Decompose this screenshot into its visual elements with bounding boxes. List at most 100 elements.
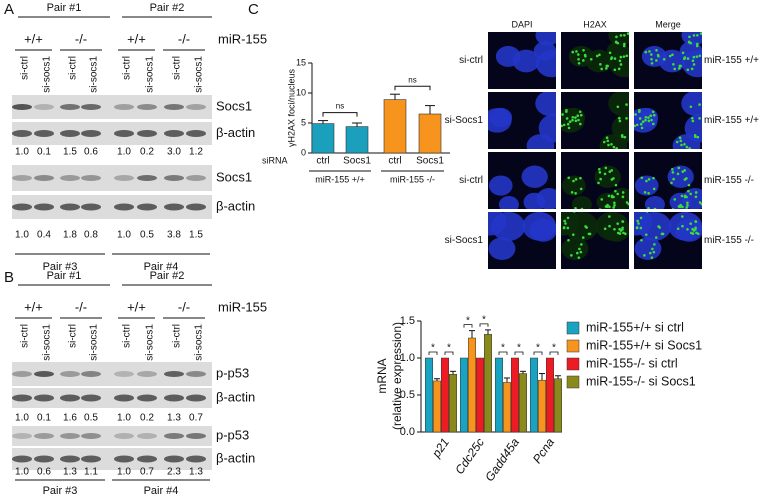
focus bbox=[621, 220, 625, 223]
focus bbox=[621, 191, 625, 194]
focus bbox=[650, 61, 654, 65]
focus bbox=[571, 115, 575, 119]
focus bbox=[619, 55, 623, 59]
focus bbox=[625, 103, 628, 106]
focus bbox=[647, 178, 651, 181]
focus bbox=[614, 189, 617, 193]
focus bbox=[634, 218, 635, 221]
lane-label: si-ctrl bbox=[122, 56, 133, 80]
focus bbox=[668, 54, 672, 58]
focus bbox=[579, 176, 582, 180]
focus bbox=[631, 108, 634, 111]
focus bbox=[613, 68, 617, 72]
focus bbox=[577, 57, 580, 61]
y-tick-label: 0 bbox=[301, 147, 306, 157]
bar bbox=[530, 357, 538, 433]
focus bbox=[635, 123, 639, 127]
bar bbox=[383, 99, 407, 154]
panel-label: A bbox=[4, 1, 14, 18]
micrograph-content bbox=[561, 165, 629, 209]
y-axis-label: (relative expression) bbox=[390, 322, 404, 430]
focus bbox=[606, 64, 609, 68]
focus bbox=[634, 113, 637, 116]
focus bbox=[644, 115, 648, 119]
nucleus bbox=[637, 212, 672, 241]
focus bbox=[622, 55, 626, 58]
blot-band bbox=[186, 371, 206, 377]
focus bbox=[574, 119, 578, 123]
y-tick-label: 10 bbox=[296, 87, 306, 97]
blot-band bbox=[34, 433, 54, 439]
focus bbox=[698, 54, 702, 58]
focus bbox=[605, 136, 609, 140]
blot-band bbox=[137, 130, 157, 137]
bar bbox=[311, 123, 335, 154]
focus bbox=[626, 32, 629, 35]
focus bbox=[597, 181, 600, 185]
blot-band bbox=[114, 455, 134, 463]
image-column-label: Merge bbox=[655, 19, 681, 29]
focus bbox=[561, 113, 564, 116]
x-tick-label: p21 bbox=[429, 436, 453, 461]
quantification: 2.3 bbox=[167, 467, 181, 478]
x-axis-label: siRNA bbox=[262, 155, 288, 165]
focus bbox=[600, 67, 603, 71]
y-tick-label: 5 bbox=[301, 117, 306, 127]
blot-band bbox=[137, 433, 157, 439]
focus bbox=[644, 50, 648, 54]
focus bbox=[581, 236, 585, 239]
focus bbox=[680, 194, 684, 198]
blot-strip bbox=[12, 122, 212, 145]
bracket bbox=[322, 112, 358, 117]
bar bbox=[519, 373, 527, 433]
nucleus bbox=[644, 195, 665, 209]
blot-row-label: p-p53 bbox=[216, 427, 249, 442]
nucleus bbox=[529, 218, 556, 242]
nucleus bbox=[489, 107, 513, 128]
focus bbox=[574, 178, 578, 181]
blot-band bbox=[12, 130, 32, 137]
focus bbox=[644, 233, 648, 236]
blot-band bbox=[60, 455, 80, 463]
focus bbox=[691, 59, 695, 63]
focus bbox=[655, 48, 658, 52]
focus bbox=[623, 135, 627, 139]
focus bbox=[649, 251, 652, 255]
pair-label: Pair #1 bbox=[47, 270, 82, 282]
focus bbox=[678, 136, 682, 140]
focus bbox=[649, 114, 653, 118]
blot-band bbox=[114, 394, 134, 402]
focus bbox=[647, 191, 650, 195]
focus bbox=[689, 222, 692, 225]
nucleus bbox=[491, 212, 526, 241]
micrograph-content bbox=[488, 92, 556, 149]
lane-label: si-socs1 bbox=[194, 56, 205, 93]
quantification: 0.1 bbox=[37, 147, 51, 158]
blot-band bbox=[186, 104, 206, 110]
focus bbox=[589, 57, 593, 61]
quantification: 1.3 bbox=[189, 467, 203, 478]
blot-band bbox=[81, 455, 101, 463]
pair-label: Pair #3 bbox=[43, 261, 78, 273]
nucleus bbox=[521, 165, 548, 188]
annotation: * bbox=[552, 343, 556, 354]
focus bbox=[608, 205, 611, 209]
focus bbox=[652, 122, 655, 126]
focus bbox=[641, 120, 645, 124]
y-axis-label: mRNA bbox=[375, 358, 389, 393]
image-row-label: si-ctrl bbox=[459, 175, 483, 186]
annotation: * bbox=[501, 343, 505, 354]
bar bbox=[425, 357, 433, 433]
focus bbox=[565, 109, 568, 112]
focus bbox=[599, 63, 602, 66]
focus bbox=[683, 142, 686, 146]
focus bbox=[576, 114, 580, 118]
panel-label: B bbox=[4, 269, 14, 286]
image-column-label: H2AX bbox=[583, 19, 607, 29]
focus bbox=[683, 169, 687, 172]
focus bbox=[637, 222, 640, 225]
quantification: 0.4 bbox=[37, 230, 51, 241]
focus bbox=[574, 116, 577, 119]
blot-band bbox=[137, 455, 157, 463]
quantification: 1.6 bbox=[63, 413, 77, 424]
